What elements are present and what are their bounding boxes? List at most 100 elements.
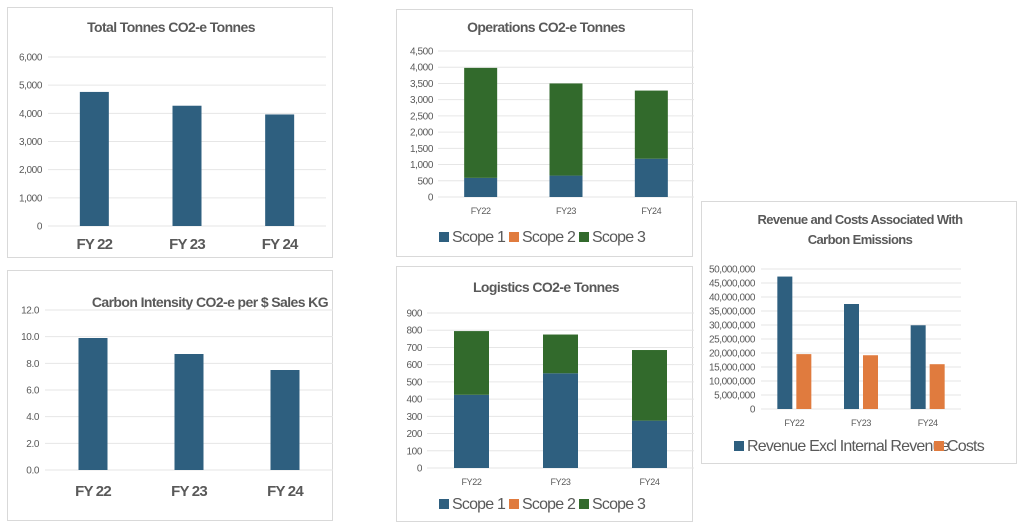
y-tick-label: 6.0: [26, 386, 40, 397]
legend-swatch-scope1: [439, 232, 449, 242]
bar-segment-scope-1-fy24: [634, 158, 668, 197]
y-tick-label: 35,000,000: [709, 307, 756, 318]
x-tick-label: FY22: [784, 418, 804, 428]
x-tick-label: FY 24: [262, 236, 299, 253]
y-tick-label: 6,000: [19, 53, 43, 64]
x-tick-label: FY22: [462, 477, 482, 487]
y-tick-label: 50,000,000: [709, 265, 756, 276]
bar-segment-scope-1-fy23: [549, 175, 583, 197]
y-tick-label: 0: [417, 464, 423, 475]
y-tick-label: 3,500: [410, 79, 434, 90]
x-tick-label: FY23: [851, 418, 871, 428]
y-tick-label: 0: [37, 222, 43, 233]
y-tick-label: 2,500: [410, 111, 434, 122]
y-tick-label: 400: [407, 395, 423, 406]
bar-fy23: [174, 354, 204, 470]
legend-swatch-revenue1: [734, 441, 744, 451]
bar-segment-scope-1-fy22: [464, 177, 498, 197]
y-tick-label: 1,000: [410, 160, 434, 171]
y-tick-label: 500: [407, 377, 423, 388]
chart-title: Logistics CO2-e Tonnes: [473, 279, 620, 295]
y-tick-label: 2,000: [19, 165, 43, 176]
y-tick-label: 10.0: [21, 332, 40, 343]
y-tick-label: 40,000,000: [709, 293, 756, 304]
bar-fy22: [78, 338, 108, 470]
y-tick-label: 800: [407, 326, 423, 337]
total-tonnes-chart-panel: Total Tonnes CO2-e Tonnes 0 1,000 2,000 3,00…: [7, 7, 333, 258]
legend-swatch-scope2: [509, 499, 519, 509]
legend-label: Scope 1: [452, 496, 506, 513]
logistics-chart-panel: Logistics CO2-e Tonnes 0 100 200 300 400 500 60…: [396, 266, 694, 522]
legend-swatch-scope3: [579, 232, 589, 242]
y-tick-label: 25,000,000: [709, 335, 756, 346]
y-tick-label: 700: [407, 343, 423, 354]
chart-title: Carbon Emissions: [808, 232, 913, 247]
legend-label: Scope 1: [452, 229, 506, 246]
bar-revenue-fy22: [777, 276, 793, 409]
x-tick-label: FY23: [551, 477, 571, 487]
legend-label: Revenue Excl Internal Revenue: [747, 438, 950, 455]
x-tick-label: FY 23: [171, 483, 207, 500]
x-tick-label: FY23: [556, 206, 576, 216]
legend-swatch-costs2: [934, 441, 944, 451]
legend-label: Scope 3: [592, 229, 646, 246]
y-tick-label: 20,000,000: [709, 349, 756, 360]
carbon-intensity-chart: Carbon Intensity CO2-e per $ Sales KG 0.0…: [21, 294, 333, 500]
y-tick-label: 1,000: [19, 193, 43, 204]
x-tick-label: FY24: [918, 418, 938, 428]
legend-swatch-scope3: [579, 499, 589, 509]
bar-costs-fy24: [929, 364, 945, 409]
bar-revenue-fy24: [910, 325, 926, 409]
bar-segment-scope-3-fy23: [549, 83, 583, 176]
bar-revenue-fy23: [844, 304, 859, 409]
chart-title: Operations CO2-e Tonnes: [467, 19, 626, 35]
chart-title: Carbon Intensity CO2-e per $ Sales KG: [92, 294, 329, 310]
y-tick-label: 12.0: [21, 306, 40, 317]
y-tick-label: 4,500: [410, 47, 434, 58]
bar-segment-scope-3-fy23: [543, 334, 578, 374]
legend-label: Scope 3: [592, 496, 646, 513]
legend-swatch-scope2: [509, 232, 519, 242]
x-tick-label: FY 23: [169, 236, 205, 253]
legend-label: Costs: [947, 438, 985, 455]
y-tick-label: 1,500: [410, 144, 434, 155]
legend-swatch-scope1: [439, 499, 449, 509]
y-tick-label: 600: [407, 360, 423, 371]
bar-segment-scope-1-fy24: [632, 420, 667, 468]
bar-segment-scope-3-fy22: [454, 331, 489, 395]
bar-costs-fy22: [796, 354, 812, 409]
y-tick-label: 8.0: [26, 359, 40, 370]
bar-segment-scope-3-fy22: [464, 67, 498, 178]
revenue-costs-chart: Revenue and Costs Associated With Carbon …: [709, 212, 986, 455]
revenue-costs-chart-panel: Revenue and Costs Associated With Carbon …: [701, 201, 1017, 464]
x-tick-label: FY24: [641, 206, 661, 216]
y-tick-label: 0.0: [26, 466, 40, 477]
y-tick-label: 3,000: [410, 95, 434, 106]
y-tick-label: 0: [428, 193, 434, 204]
bar-fy24: [270, 370, 300, 470]
logistics-chart: Logistics CO2-e Tonnes 0 100 200 300 400 500 60…: [407, 279, 694, 513]
x-tick-label: FY22: [471, 206, 491, 216]
chart-title: Total Tonnes CO2-e Tonnes: [87, 19, 256, 35]
y-tick-label: 2.0: [26, 439, 40, 450]
bar-segment-scope-1-fy22: [454, 394, 489, 468]
y-tick-label: 3,000: [19, 137, 43, 148]
y-tick-label: 45,000,000: [709, 279, 756, 290]
y-tick-label: 5,000: [19, 81, 43, 92]
operations-chart: Operations CO2-e Tonnes 0 500 1,000 1,500 2,0…: [410, 19, 694, 246]
y-tick-label: 2,000: [410, 128, 434, 139]
y-tick-label: 0: [750, 405, 756, 416]
legend-label: Scope 2: [522, 496, 576, 513]
bar-fy24: [265, 114, 295, 226]
y-tick-label: 4,000: [19, 109, 43, 120]
y-tick-label: 30,000,000: [709, 321, 756, 332]
x-tick-label: FY 22: [76, 236, 112, 253]
x-tick-label: FY 24: [267, 483, 304, 500]
y-tick-label: 5,000,000: [714, 391, 756, 402]
x-tick-label: FY 22: [75, 483, 111, 500]
y-tick-label: 4,000: [410, 63, 434, 74]
bar-fy22: [79, 91, 109, 226]
total-tonnes-chart: Total Tonnes CO2-e Tonnes 0 1,000 2,000 3,00…: [19, 19, 326, 253]
carbon-intensity-chart-panel: Carbon Intensity CO2-e per $ Sales KG 0.0…: [7, 270, 333, 521]
y-tick-label: 10,000,000: [709, 377, 756, 388]
